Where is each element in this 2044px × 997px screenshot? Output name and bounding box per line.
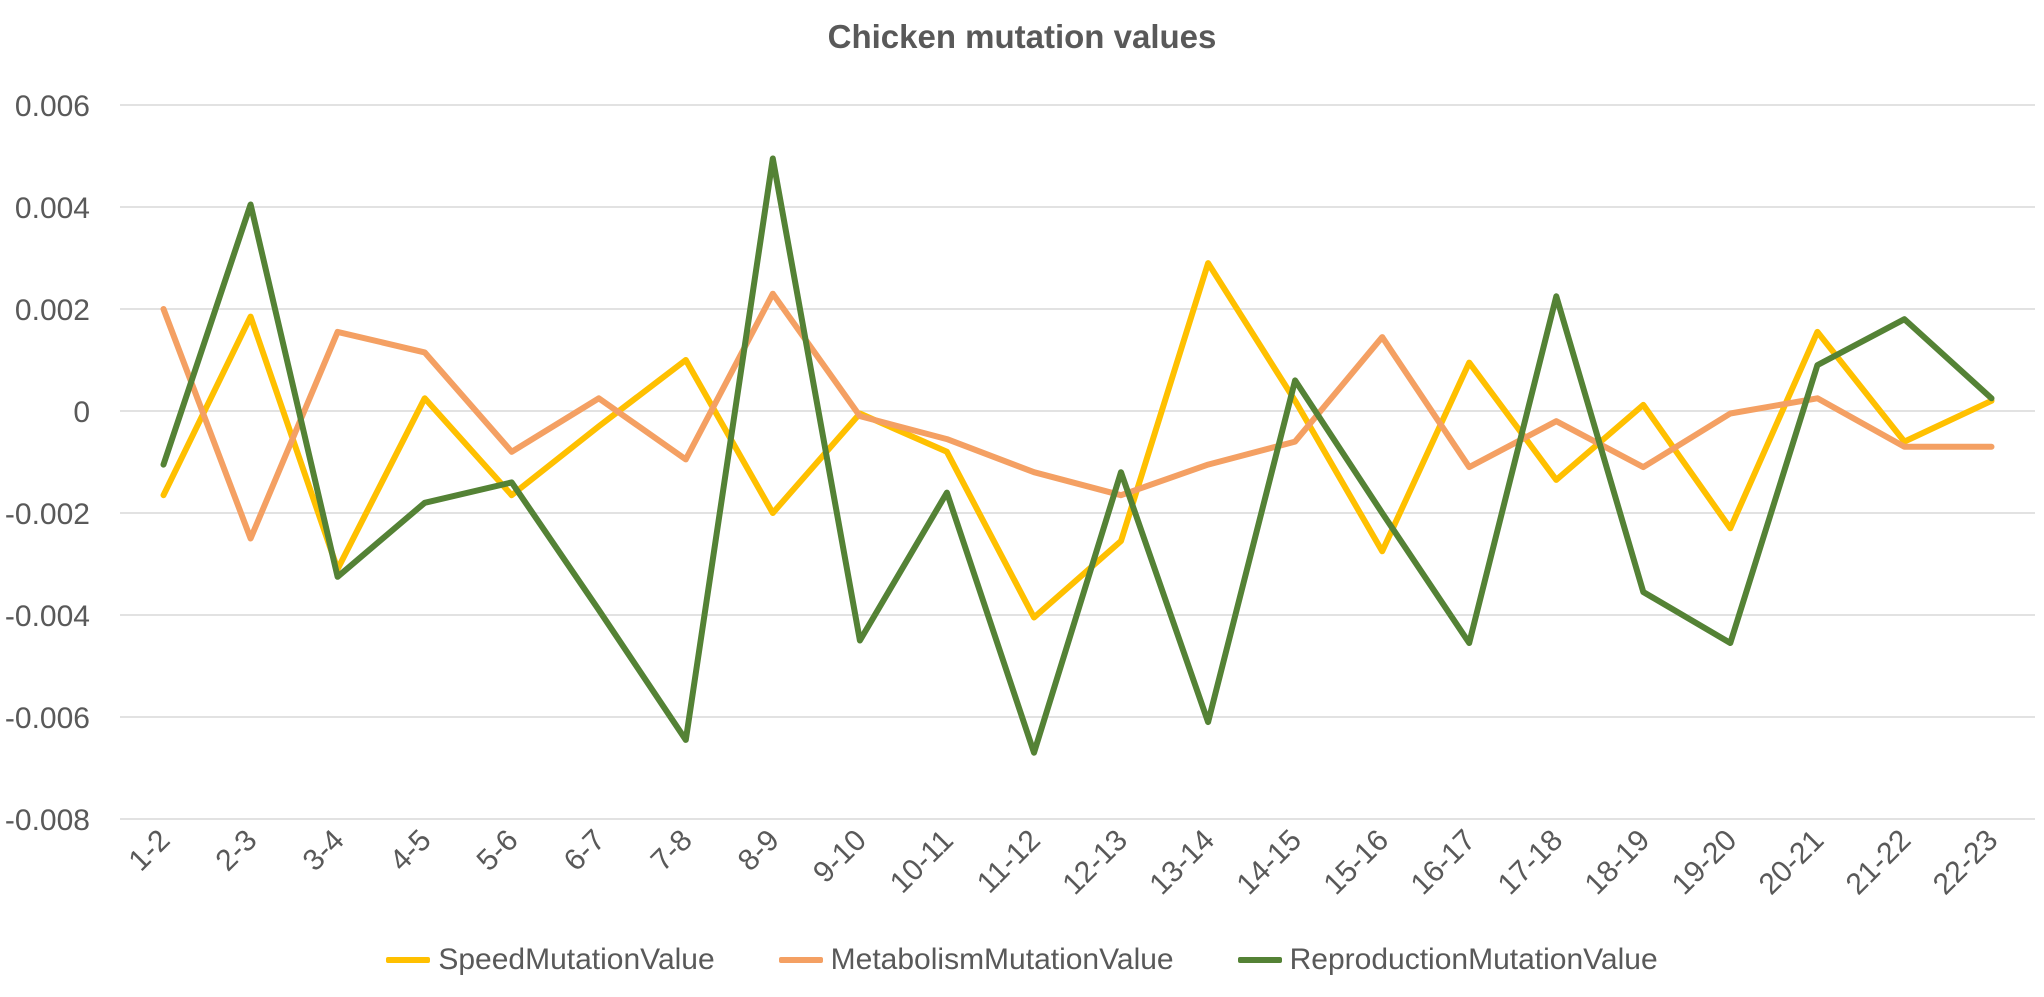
series-line-SpeedMutationValue <box>160 260 1995 621</box>
legend-swatch <box>386 957 431 963</box>
legend-label: MetabolismMutationValue <box>830 943 1174 976</box>
series-lines <box>160 155 1995 756</box>
y-tick-label: 0.004 <box>15 192 90 225</box>
x-tick-label: 2-3 <box>210 824 264 878</box>
x-tick-label: 3-4 <box>297 824 351 878</box>
x-tick-label: 11-12 <box>971 824 1047 900</box>
chart-title: Chicken mutation values <box>827 18 1217 55</box>
y-tick-label: -0.008 <box>5 804 90 837</box>
x-tick-label: 18-19 <box>1579 824 1657 902</box>
x-tick-label: 13-14 <box>1143 824 1221 902</box>
legend: SpeedMutationValue MetabolismMutationValu… <box>0 935 2044 985</box>
legend-swatch <box>778 957 823 963</box>
x-tick-label: 17-18 <box>1492 824 1570 902</box>
x-tick-label: 7-8 <box>645 824 699 878</box>
y-tick-label: 0 <box>73 396 90 429</box>
gridlines <box>120 104 2035 820</box>
series-line-ReproductionMutationValue <box>160 155 1995 756</box>
y-tick-label: -0.002 <box>5 498 90 531</box>
legend-item: MetabolismMutationValue <box>778 943 1174 977</box>
legend-label: ReproductionMutationValue <box>1289 943 1658 976</box>
x-tick-label: 22-23 <box>1927 824 2005 902</box>
series-line-MetabolismMutationValue <box>160 290 1995 542</box>
legend-label: SpeedMutationValue <box>438 943 715 976</box>
legend-swatch <box>1237 957 1282 963</box>
x-tick-label: 4-5 <box>384 824 438 878</box>
x-tick-label: 12-13 <box>1056 824 1134 902</box>
y-axis: 0.006 0.004 0.002 0 -0.002 -0.004 -0.006 -0.008 <box>5 90 90 837</box>
x-tick-label: 21-22 <box>1840 824 1918 902</box>
y-tick-label: 0.002 <box>15 294 90 327</box>
x-tick-label: 19-20 <box>1666 824 1744 902</box>
x-tick-label: 15-16 <box>1318 824 1396 902</box>
x-tick-label: 5-6 <box>471 824 525 878</box>
y-tick-label: 0.006 <box>15 90 90 123</box>
x-tick-label: 20-21 <box>1753 824 1831 902</box>
legend-item: ReproductionMutationValue <box>1237 943 1658 977</box>
y-tick-label: -0.004 <box>5 600 90 633</box>
x-axis: 1-2 2-3 3-4 4-5 5-6 6-7 7-8 8-9 9-10 10-11 11-12 12… <box>122 824 2004 902</box>
x-tick-label: 14-15 <box>1230 824 1308 902</box>
x-tick-label: 16-17 <box>1405 824 1483 902</box>
x-tick-label: 9-10 <box>807 824 873 890</box>
x-tick-label: 10-11 <box>884 824 960 900</box>
x-tick-label: 1-2 <box>122 824 176 878</box>
x-tick-label: 6-7 <box>558 824 612 878</box>
y-tick-label: -0.006 <box>5 702 90 735</box>
x-tick-label: 8-9 <box>732 824 786 878</box>
legend-item: SpeedMutationValue <box>386 943 715 977</box>
